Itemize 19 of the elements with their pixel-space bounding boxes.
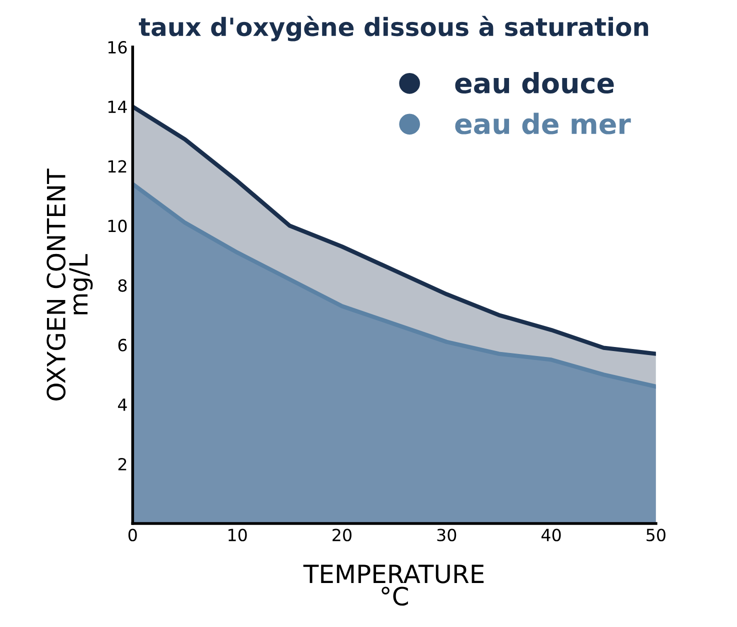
y-tick-label: 10 [108,220,127,232]
x-tick-label: 40 [541,528,561,542]
y-tick-label: 6 [118,338,127,352]
legend-label: eau douce [455,72,614,94]
y-tick-label: 14 [108,100,127,113]
y-tick-label: 8 [118,279,127,292]
x-tick-label: 50 [646,528,666,542]
y-tick-label: 4 [118,398,127,411]
x-tick-label: 30 [437,528,456,542]
chart-title: taux d'oxygène dissous à saturation [138,16,648,42]
y-axis-title: OXYGEN CONTENT mg/L [46,168,93,400]
x-axis-title: TEMPERATURE °C [303,564,484,606]
legend-label: eau de mer [455,112,631,134]
y-tick-label: 16 [108,40,127,54]
x-tick-label: 0 [128,528,137,542]
x-tick-label: 10 [228,528,247,542]
y-tick-label: 2 [118,458,126,470]
x-tick-label: 20 [332,528,352,542]
y-tick-label: 12 [108,160,126,172]
